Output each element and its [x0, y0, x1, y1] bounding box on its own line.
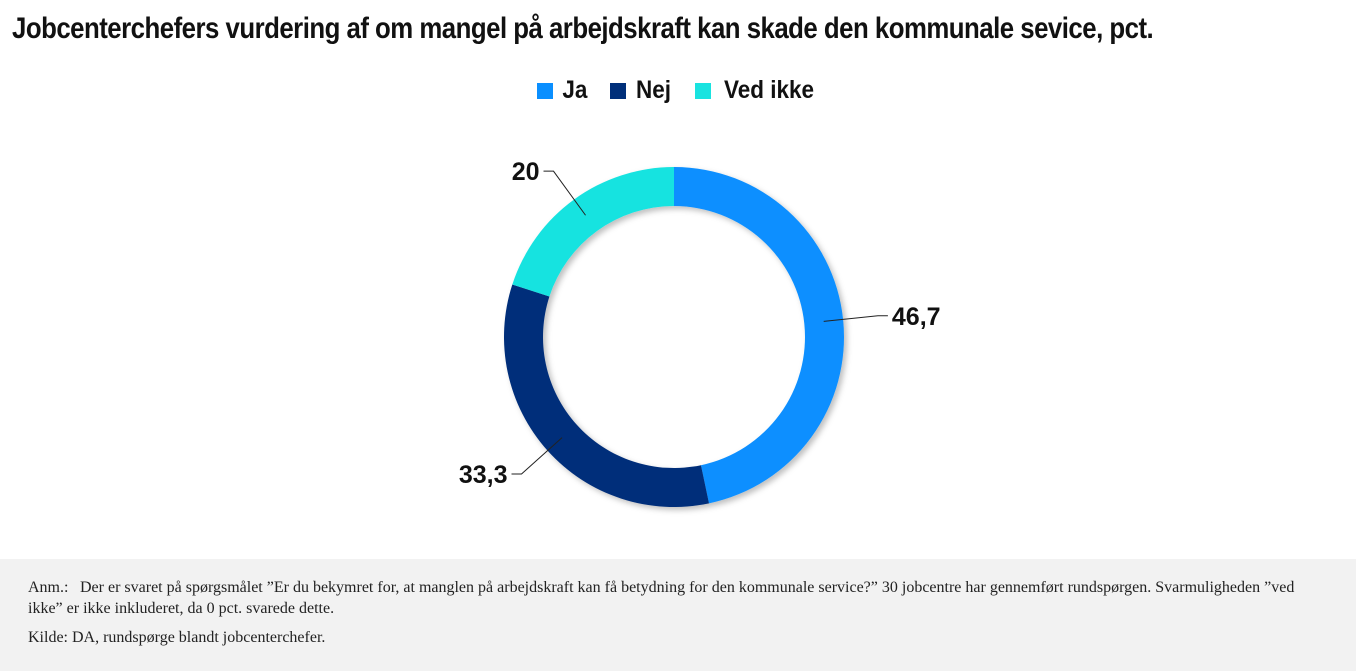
legend-label: Nej: [636, 76, 672, 104]
legend-label: Ved ikke: [724, 76, 815, 104]
note-text: Der er svaret på spørgsmålet ”Er du beky…: [28, 579, 1295, 617]
legend-item: Nej: [610, 76, 673, 105]
legend-swatch: [536, 82, 553, 99]
legend-item: Ja: [536, 76, 589, 105]
legend-label: Ja: [561, 76, 588, 104]
data-label: 46,7: [892, 303, 941, 331]
donut-slice: [503, 284, 709, 508]
leader-line: [543, 170, 586, 216]
chart-title: Jobcenterchefers vurdering af om mangel …: [12, 12, 1154, 45]
chart-note: Anm.: Der er svaret på spørgsmålet ”Er du…: [28, 577, 1328, 619]
chart-legend: Ja Nej Ved ikke: [0, 76, 1356, 105]
chart-source: Kilde: DA, rundspørge blandt jobcenterch…: [28, 629, 326, 646]
legend-item: Ved ikke: [695, 76, 819, 105]
leader-line: [511, 437, 563, 475]
note-label: Anm.:: [28, 579, 69, 596]
data-label: 33,3: [459, 461, 508, 489]
donut-slice: [674, 167, 845, 504]
leader-line: [823, 315, 888, 322]
legend-swatch: [695, 82, 712, 99]
data-label: 20: [512, 158, 540, 186]
chart-footer: Anm.: Der er svaret på spørgsmålet ”Er du…: [0, 559, 1356, 671]
legend-swatch: [610, 82, 627, 99]
donut-chart: 46,7 33,3 20: [459, 158, 941, 508]
donut-slice: [512, 167, 674, 297]
